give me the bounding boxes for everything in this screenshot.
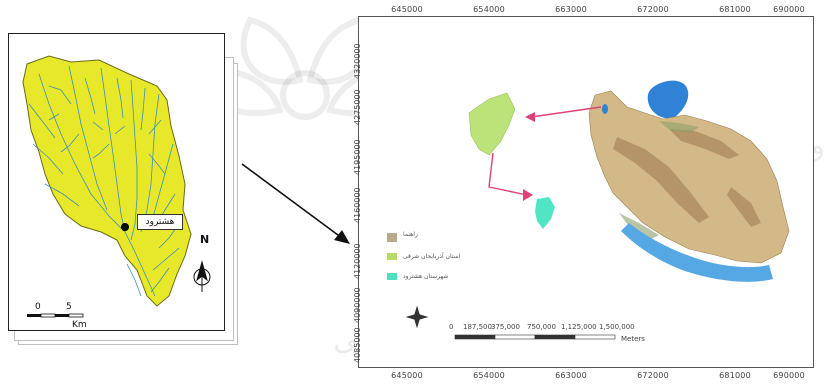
pointer-arrows	[488, 106, 602, 196]
x-tick-bottom: 654000	[473, 371, 505, 380]
stream-network	[28, 65, 180, 297]
red-arrowhead-icon	[523, 189, 533, 201]
compass-rose-icon	[405, 305, 429, 329]
legend-label-province: استان آذربایجان شرقی	[403, 253, 461, 260]
province-polygon	[468, 92, 516, 156]
scale-label-unit: Km	[72, 320, 87, 330]
basin-map-graphic	[22, 55, 211, 318]
x-tick-bottom: 681000	[719, 371, 751, 380]
x-tick-top: 654000	[473, 5, 505, 14]
county-polygon	[535, 197, 555, 229]
scale-label-zero: 0	[35, 302, 41, 312]
city-label: هشترود	[137, 214, 183, 230]
lowland-shading	[619, 121, 699, 239]
basin-map-stack: هشترود N 0 5 Km	[8, 33, 240, 345]
scalebar-label: 0	[449, 323, 454, 331]
legend-swatch-county	[387, 273, 397, 280]
legend-label-county: شهرستان هشترود	[403, 273, 449, 280]
x-tick-top: 645000	[391, 5, 423, 14]
scalebar-label: 1,125,000	[561, 323, 597, 331]
basin-polygon	[22, 55, 192, 307]
north-arrow-icon	[193, 260, 211, 292]
map-scale-bar	[454, 334, 616, 340]
legend-label-base: راهنما	[403, 231, 418, 238]
red-arrowhead-icon	[525, 112, 535, 122]
legend-swatch-province	[387, 253, 397, 260]
connector-arrow-icon	[241, 163, 350, 244]
lake-urmia-shape	[602, 104, 608, 114]
scalebar-label: 750,000	[527, 323, 556, 331]
x-tick-top: 690000	[773, 5, 805, 14]
location-map-graphic	[387, 80, 790, 340]
x-tick-bottom: 672000	[637, 371, 669, 380]
iran-land-shape	[588, 90, 790, 264]
scalebar-label: 375,000	[491, 323, 520, 331]
scale-bar-graphic	[27, 313, 84, 318]
location-map-panel: 645000 654000 663000 672000 681000 69000…	[353, 5, 814, 380]
legend-swatch-base	[387, 233, 397, 242]
caspian-sea-shape	[647, 80, 689, 119]
city-marker	[121, 223, 129, 231]
persian-gulf-shape	[621, 223, 773, 282]
north-label: N	[200, 233, 210, 246]
x-tick-bottom: 690000	[773, 371, 805, 380]
scalebar-unit: Meters	[621, 335, 645, 343]
x-tick-bottom: 645000	[391, 371, 423, 380]
scalebar-label: 187,500	[463, 323, 492, 331]
terrain-shading	[613, 129, 761, 227]
basin-map-panel: هشترود N 0 5 Km	[8, 33, 225, 331]
x-tick-top: 681000	[719, 5, 751, 14]
scale-label-five: 5	[66, 302, 72, 312]
scalebar-label: 1,500,000	[599, 323, 635, 331]
x-tick-bottom: 663000	[555, 371, 587, 380]
x-tick-top: 672000	[637, 5, 669, 14]
x-tick-top: 663000	[555, 5, 587, 14]
